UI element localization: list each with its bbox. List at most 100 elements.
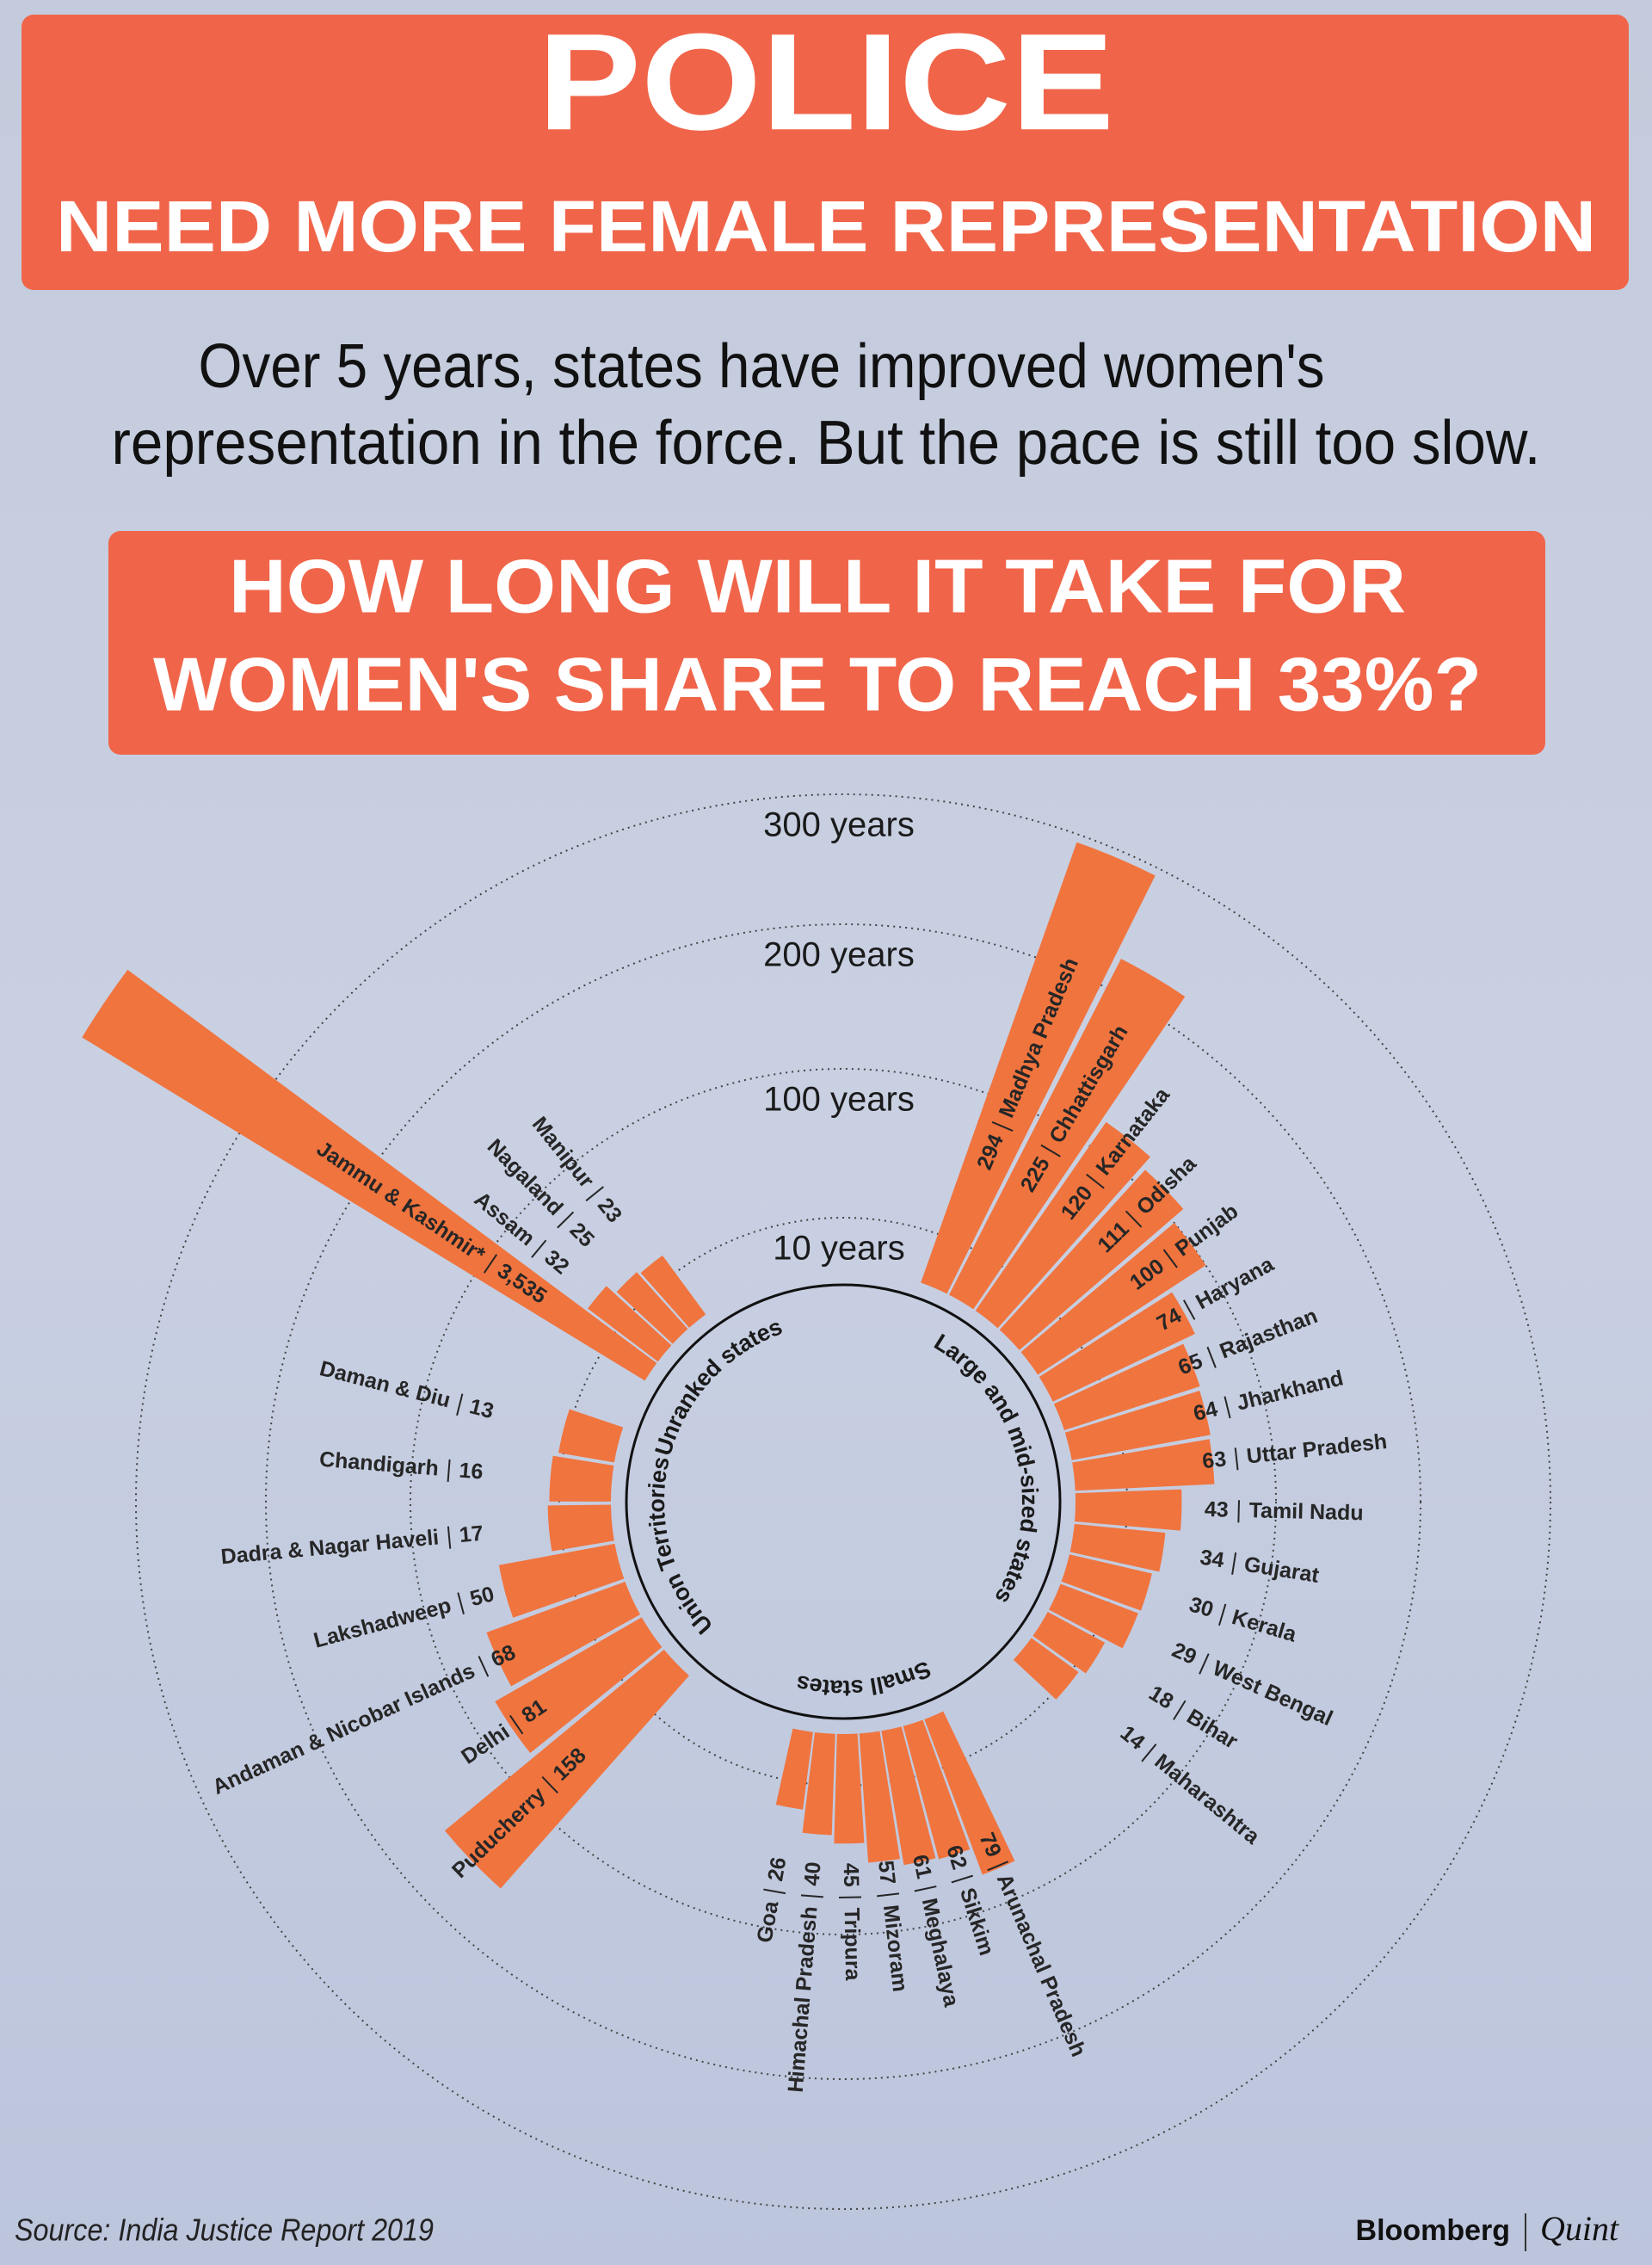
value-label: 64 — [1191, 1397, 1220, 1426]
header-box — [22, 15, 1629, 290]
bar — [558, 1409, 624, 1463]
ring-label: 100 years — [763, 1081, 915, 1119]
label-separator — [483, 1254, 498, 1274]
header-subtitle: NEED MORE FEMALE REPRESENTATION — [56, 186, 1596, 267]
brand: Quint — [1540, 2209, 1619, 2248]
label-separator — [1217, 1603, 1227, 1626]
label-separator — [951, 1874, 973, 1884]
label-separator — [800, 1894, 823, 1898]
bar — [1061, 1554, 1152, 1611]
bar — [444, 1649, 689, 1889]
value-label: 16 — [459, 1459, 484, 1484]
bar — [1069, 1523, 1166, 1572]
question-line: WOMEN'S SHARE TO REACH 33%? — [153, 641, 1482, 726]
bar — [640, 1255, 706, 1328]
bar — [921, 842, 1156, 1294]
bar — [1075, 1489, 1182, 1531]
description-line: Over 5 years, states have improved women… — [199, 332, 1325, 401]
label-separator — [1086, 1173, 1105, 1189]
label-separator — [1125, 1210, 1143, 1228]
description-line: representation in the force. But the pac… — [112, 409, 1541, 478]
value-label: 45 — [839, 1863, 863, 1887]
bar — [1013, 1638, 1079, 1700]
grid-ring — [265, 923, 1421, 2080]
source: Source: India Justice Report 2019 — [15, 2213, 434, 2248]
label-separator — [478, 1656, 490, 1677]
bar — [587, 1286, 672, 1362]
label-separator — [531, 1239, 547, 1258]
label-separator — [1141, 1743, 1157, 1762]
label-separator — [1162, 1249, 1178, 1268]
label-separator — [447, 1459, 451, 1482]
label-separator — [447, 1526, 452, 1549]
category-label: Tripura — [840, 1907, 865, 1981]
bar — [82, 969, 657, 1381]
brand: Bloomberg — [1356, 2214, 1510, 2247]
bar — [834, 1733, 865, 1844]
grid-ring — [410, 1068, 1277, 1935]
bar — [495, 1617, 663, 1754]
value-label: 63 — [1201, 1447, 1228, 1473]
bar — [498, 1543, 625, 1618]
bar — [1039, 1292, 1195, 1402]
label-separator — [1182, 1299, 1196, 1320]
value-label: 34 — [1199, 1546, 1226, 1573]
bar — [775, 1728, 813, 1810]
label-separator — [877, 1892, 900, 1898]
ring-label: 10 years — [773, 1230, 904, 1268]
label-separator — [1173, 1700, 1187, 1720]
bar — [1064, 1391, 1211, 1460]
bar — [1053, 1343, 1200, 1430]
bar — [486, 1581, 640, 1687]
bar — [881, 1726, 936, 1866]
label-separator — [1237, 1500, 1240, 1523]
label-separator — [1206, 1346, 1217, 1368]
bar — [1072, 1439, 1215, 1491]
bar — [903, 1719, 971, 1860]
value-label: 17 — [459, 1521, 484, 1547]
value-label: 61 — [908, 1853, 936, 1881]
bar — [616, 1272, 688, 1344]
label-separator — [1199, 1653, 1210, 1675]
label-separator — [1040, 1144, 1061, 1157]
bar — [1032, 1612, 1106, 1674]
label-separator — [914, 1885, 937, 1892]
label-separator — [1224, 1396, 1231, 1419]
value-label: 57 — [873, 1860, 900, 1886]
bar — [802, 1731, 835, 1836]
category-label: Tamil Nadu — [1248, 1498, 1364, 1525]
value-label: 40 — [800, 1861, 826, 1886]
label-separator — [991, 1120, 1014, 1132]
bar — [999, 1170, 1184, 1350]
bar — [975, 1121, 1150, 1329]
bar-label: 45 Tripura — [839, 1863, 865, 1982]
label-separator — [457, 1592, 465, 1615]
label-separator — [1234, 1447, 1239, 1471]
label-separator — [585, 1186, 604, 1202]
label-separator — [557, 1211, 575, 1229]
bar — [949, 959, 1186, 1310]
ring-label: 200 years — [763, 936, 915, 974]
question-line: HOW LONG WILL IT TAKE FOR — [229, 543, 1406, 628]
label-separator — [541, 1776, 558, 1794]
bar — [1049, 1583, 1138, 1649]
value-label: 13 — [467, 1394, 496, 1423]
label-separator — [456, 1393, 464, 1416]
label-separator — [509, 1714, 524, 1735]
label-separator — [763, 1888, 786, 1895]
bar — [1020, 1223, 1206, 1375]
value-label: 43 — [1205, 1497, 1229, 1522]
grid-ring — [135, 793, 1551, 2210]
label-separator — [987, 1861, 1009, 1872]
bar — [924, 1711, 1015, 1875]
label-separator — [1231, 1552, 1237, 1575]
question-box — [108, 531, 1545, 755]
value-label: 26 — [763, 1855, 791, 1883]
header-title: POLICE — [538, 4, 1114, 158]
bar — [547, 1504, 614, 1552]
bar — [549, 1455, 614, 1502]
bar-label: 43 Tamil Nadu — [1205, 1497, 1364, 1526]
